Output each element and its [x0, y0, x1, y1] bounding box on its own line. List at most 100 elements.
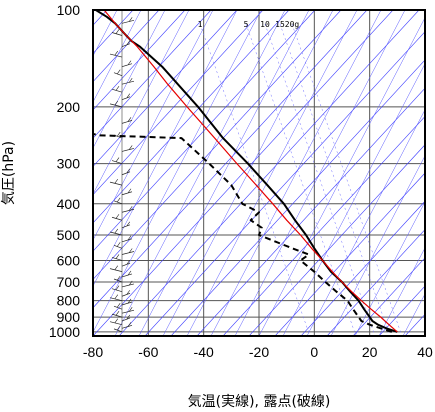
wind-barb [109, 181, 123, 186]
wind-barb [121, 80, 135, 85]
mixing-ratio-label: 10 [260, 20, 270, 29]
y-tick-label: 600 [57, 252, 81, 268]
wind-barb-flag [114, 100, 119, 106]
skewed-isotherm [93, 10, 394, 336]
wind-barb-flag [126, 314, 131, 320]
wind-barb-flag [114, 50, 119, 56]
wind-barb-flag [115, 285, 120, 291]
wind-barb-flag [116, 275, 121, 281]
wind-barb [113, 328, 123, 333]
wind-barb-flag [126, 259, 131, 265]
skewed-isotherm [93, 10, 368, 309]
wind-barb-flag [115, 214, 120, 219]
skewed-isotherm [93, 10, 264, 196]
wind-barb [121, 120, 133, 124]
y-tick-label: 400 [57, 196, 81, 212]
wind-barb-flag [115, 29, 120, 34]
wind-barb [121, 19, 135, 24]
wind-barb [111, 313, 123, 318]
mixing-ratio-label: 20g [285, 20, 300, 29]
mixing-ratio-line [291, 23, 403, 336]
y-tick-label: 500 [57, 227, 81, 243]
adiabat-line [93, 10, 238, 287]
mixing-ratio-label: 1 [198, 20, 203, 29]
wind-barb [109, 297, 123, 302]
mixing-ratio-line [199, 23, 311, 336]
wind-barb-flag [115, 85, 120, 91]
adiabat-line [306, 109, 425, 336]
adiabat-line [138, 10, 310, 336]
wind-barb [113, 244, 123, 249]
y-tick-label: 300 [57, 156, 81, 172]
wind-barb [113, 305, 123, 310]
x-axis-title: 気温(実線), 露点(破線) [188, 394, 331, 410]
wind-barb [109, 103, 123, 108]
wind-barb-flag [115, 254, 120, 259]
skewed-isotherm [144, 31, 425, 336]
wind-barb [121, 208, 135, 213]
skewed-isotherm [118, 10, 420, 336]
y-tick-label: 1000 [49, 324, 80, 340]
wind-barb-flag [128, 280, 133, 286]
wind-barb [121, 262, 131, 267]
wind-barb [109, 268, 123, 272]
skewed-isotherm [93, 10, 238, 167]
wind-barb [121, 324, 133, 329]
wind-barb [113, 278, 123, 283]
adiabat-line [93, 10, 262, 333]
wind-barb [113, 72, 123, 77]
adiabat-line [186, 10, 358, 336]
wind-barb-flag [127, 322, 132, 327]
mixing-ratio-label: 5 [244, 20, 249, 29]
mixing-ratio-line [264, 23, 376, 336]
y-tick-label: 100 [57, 2, 81, 18]
wind-barb [121, 317, 131, 322]
skewed-guide-lines [93, 10, 425, 336]
adiabat-line [234, 10, 406, 336]
wind-barb [121, 292, 131, 297]
parcel-line [103, 10, 398, 333]
wind-barb-flag [116, 131, 121, 137]
skewed-isotherm [93, 10, 342, 280]
adiabat-line [93, 10, 142, 103]
wind-barb [121, 148, 135, 152]
adiabat-line [93, 10, 166, 149]
y-tick-label: 200 [57, 99, 81, 115]
wind-barb [121, 238, 133, 243]
wind-barb-flag [127, 60, 132, 66]
adiabat-line [114, 10, 286, 336]
x-tick-label: -60 [138, 344, 158, 360]
wind-barb [111, 88, 123, 93]
wind-barbs [109, 10, 135, 333]
wind-barb-flag [116, 197, 121, 203]
wind-barb-flag [128, 77, 133, 83]
skewed-isotherm [170, 59, 425, 336]
wind-barb [111, 160, 123, 164]
y-tick-label: 700 [57, 274, 81, 290]
wind-barb [121, 191, 133, 196]
wind-barb-flag [114, 294, 119, 300]
skewed-isotherm [93, 10, 186, 111]
plot-frame [92, 9, 426, 337]
wind-barb-flag [116, 325, 121, 331]
wind-barb [121, 309, 135, 314]
x-tick-label: 0 [310, 344, 318, 360]
wind-barb-flag [114, 178, 119, 184]
wind-barb-flag [126, 290, 131, 295]
adiabat-line [378, 247, 425, 336]
wind-barb-flag [126, 168, 131, 174]
adiabat-line [162, 10, 334, 336]
wind-barb-flag [126, 40, 131, 46]
wind-barb [121, 171, 131, 176]
mixing-ratio-label: 15 [275, 20, 285, 29]
wind-barb [121, 63, 133, 68]
skewed-isotherm [274, 172, 425, 336]
x-tick-label: -40 [194, 344, 214, 360]
adiabat-line [210, 10, 382, 336]
x-tick-label: -20 [249, 344, 269, 360]
wind-barb [109, 321, 123, 326]
skewed-isotherm [326, 229, 425, 336]
mixing-ratio-labels: 1 5 10 15 20g [198, 20, 300, 29]
